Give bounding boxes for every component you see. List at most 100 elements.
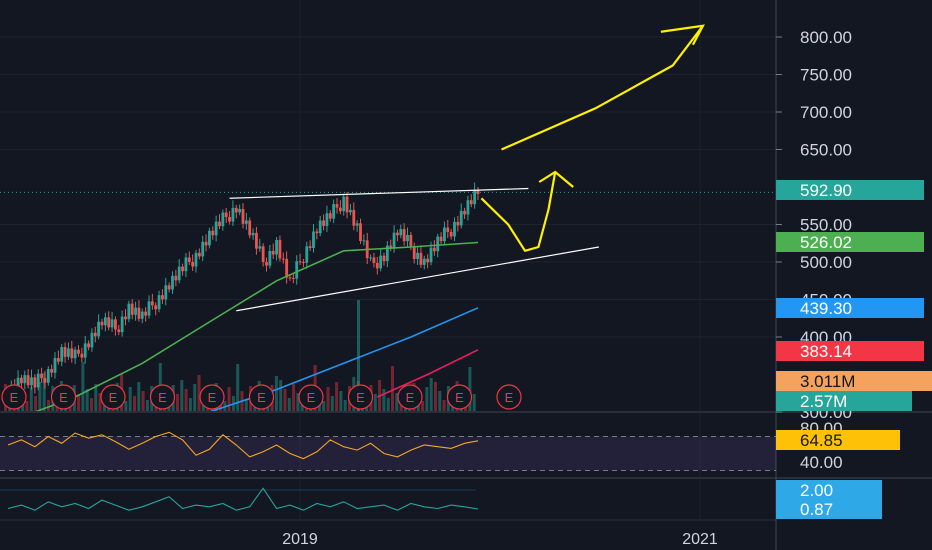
candle-body xyxy=(402,229,406,242)
candle-body xyxy=(137,307,141,319)
candle-body xyxy=(70,348,74,359)
volume-bar xyxy=(468,367,472,412)
time-tick-label: 2021 xyxy=(682,531,718,548)
candle-body xyxy=(40,373,43,379)
volume-bar xyxy=(98,393,102,412)
candle-body xyxy=(238,209,242,213)
time-axis[interactable]: 2019 2021 xyxy=(282,531,718,548)
candle-body xyxy=(271,250,275,255)
candle-body xyxy=(93,332,97,337)
price-tick-label: 500.00 xyxy=(800,253,852,272)
candle-body xyxy=(469,200,473,205)
volume-bar xyxy=(94,384,98,412)
candle-body xyxy=(16,377,20,391)
candle-body xyxy=(258,246,262,249)
candle-body xyxy=(305,246,309,263)
volume-bar xyxy=(382,389,386,412)
candle-body xyxy=(100,321,104,326)
volume-badge xyxy=(776,371,932,391)
candle-body xyxy=(201,241,205,257)
earnings-marker[interactable] xyxy=(50,384,77,410)
earnings-marker[interactable] xyxy=(446,384,473,410)
candle-body xyxy=(375,262,379,269)
earnings-marker-label: E xyxy=(59,390,68,405)
candle-body xyxy=(46,369,50,383)
candle-body xyxy=(285,258,289,278)
candle-body xyxy=(372,257,376,263)
osc-bottom-badge xyxy=(776,499,882,519)
candle-body xyxy=(147,301,151,316)
oscillator-pane xyxy=(0,487,479,511)
earnings-marker[interactable] xyxy=(347,384,374,410)
candle-body xyxy=(265,262,268,266)
candle-body xyxy=(412,247,416,259)
volume-bar xyxy=(373,394,377,412)
candle-body xyxy=(191,262,195,267)
candle-body xyxy=(194,252,198,267)
volume-bar xyxy=(339,391,343,412)
ma-pink-badge-label: 383.14 xyxy=(800,342,852,361)
candle-body xyxy=(214,221,218,236)
ma-green-badge-label: 526.02 xyxy=(800,233,852,252)
candle-body xyxy=(379,255,383,269)
main-pane-background xyxy=(0,0,776,412)
volume-bar xyxy=(399,402,403,412)
volume-bar xyxy=(145,400,149,412)
earnings-marker[interactable] xyxy=(397,384,423,410)
candle-body xyxy=(184,257,188,272)
volume-bar xyxy=(236,364,240,412)
volume-bar xyxy=(81,362,85,412)
time-tick-label: 2019 xyxy=(282,531,318,548)
candle-body xyxy=(77,349,80,354)
candle-body xyxy=(463,210,466,215)
volume-bar xyxy=(434,382,437,412)
volume-bar xyxy=(326,387,330,412)
candle-body xyxy=(338,207,342,212)
earnings-marker-label: E xyxy=(109,390,118,405)
volume-bar xyxy=(141,391,145,412)
volume-bar xyxy=(287,398,291,412)
candle-body xyxy=(90,332,94,348)
candle-body xyxy=(251,232,255,236)
candle-body xyxy=(432,247,436,252)
price-tick-label: 750.00 xyxy=(800,66,852,85)
earnings-marker[interactable] xyxy=(298,384,324,410)
earnings-marker[interactable] xyxy=(100,384,126,410)
candle-body xyxy=(426,258,430,263)
osc-bottom-badge-label: 0.87 xyxy=(800,500,833,519)
rsi-pane xyxy=(0,431,776,471)
candle-body xyxy=(382,255,386,262)
earnings-marker[interactable] xyxy=(1,384,27,410)
price-tick-label: 800.00 xyxy=(800,28,852,47)
candle-body xyxy=(120,316,124,333)
candle-body xyxy=(295,261,299,279)
volume-bar xyxy=(201,402,205,412)
candle-body xyxy=(218,221,221,227)
earnings-marker[interactable] xyxy=(248,384,275,410)
candle-body xyxy=(443,227,446,242)
candle-body xyxy=(278,239,282,259)
earnings-marker[interactable] xyxy=(496,384,522,410)
earnings-marker[interactable] xyxy=(199,384,225,410)
volume-bar xyxy=(335,382,339,412)
volume-bar xyxy=(85,389,89,412)
candle-body xyxy=(349,209,352,213)
candle-body xyxy=(124,316,127,320)
last-price-badge xyxy=(776,180,924,200)
candle-body xyxy=(234,207,238,213)
candle-body xyxy=(181,266,184,272)
candle-body xyxy=(409,235,413,247)
candle-body xyxy=(67,348,70,357)
candle-body xyxy=(342,196,346,212)
candle-body xyxy=(103,317,107,326)
candle-body xyxy=(208,230,211,246)
volume-bar xyxy=(386,398,390,412)
earnings-marker-label: E xyxy=(455,390,464,405)
earnings-marker-label: E xyxy=(505,390,514,405)
volume-bar xyxy=(425,387,429,412)
earnings-marker[interactable] xyxy=(149,384,176,410)
candle-body xyxy=(439,236,443,242)
candle-body xyxy=(406,235,409,242)
